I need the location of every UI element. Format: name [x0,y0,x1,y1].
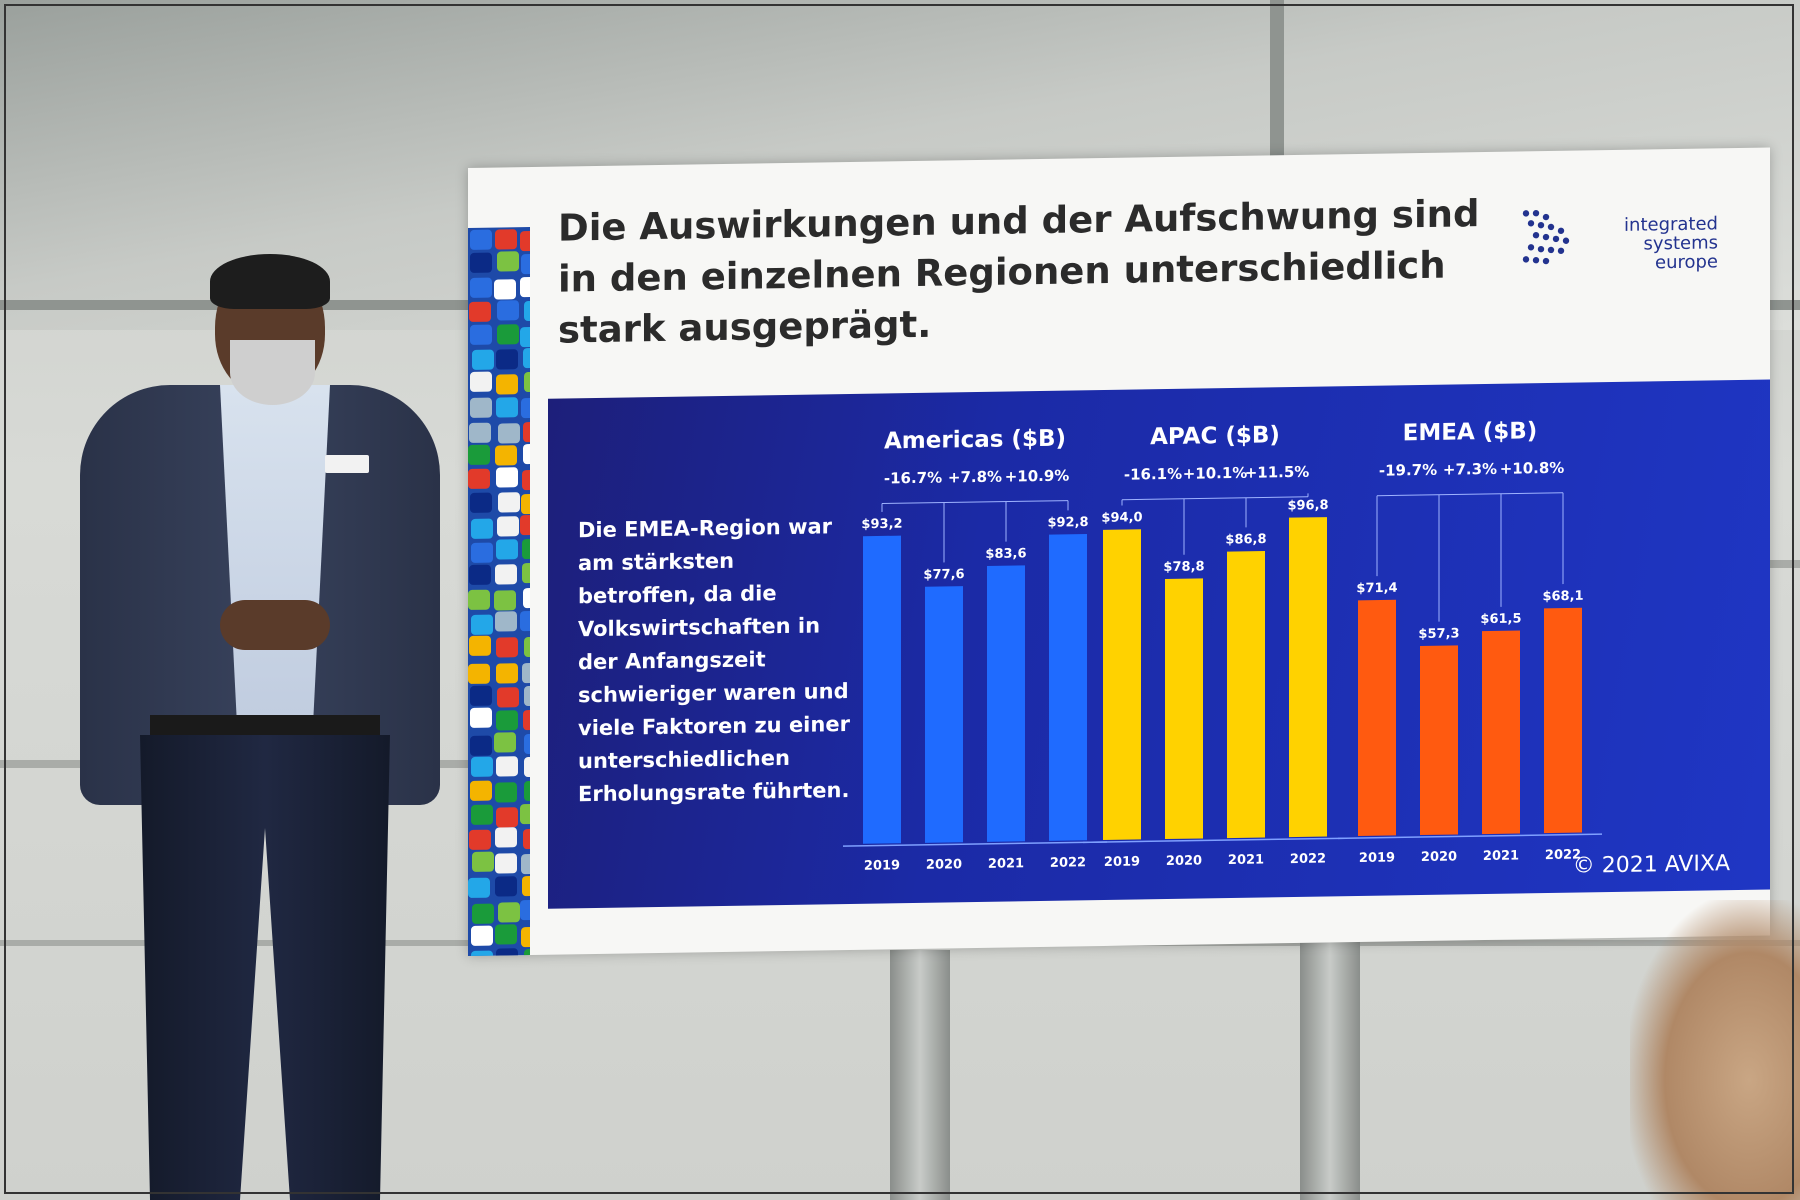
chart-title: APAC ($B) [1150,422,1280,450]
value-label: $57,3 [1418,626,1459,642]
chart-panel: Die EMEA-Region war am stärksten betroff… [548,379,1770,909]
photo-border [4,4,1794,1194]
presentation-screen: Die Auswirkungen und der Aufschwung sind… [468,147,1770,957]
bar [1482,630,1520,835]
growth-label: -16.1% [1124,465,1182,484]
speaker-hair [210,254,330,309]
bar [925,586,963,843]
growth-bracket [1122,496,1308,501]
value-label: $61,5 [1480,612,1521,628]
bar [1227,551,1265,839]
category-label: 2019 [864,858,900,874]
screen-stand-pole [890,950,950,1200]
category-label: 2020 [1166,853,1202,869]
category-label: 2022 [1050,855,1086,871]
value-label: $96,8 [1287,498,1328,514]
category-label: 2021 [1228,852,1264,868]
category-label: 2022 [1290,852,1326,868]
growth-label: +10.9% [1005,467,1070,486]
growth-label: +7.3% [1443,460,1497,479]
value-label: $93,2 [861,517,902,533]
growth-bracket [1377,492,1563,497]
bar [1544,607,1582,834]
category-label: 2021 [1483,848,1519,864]
growth-label: +10.8% [1500,459,1565,478]
value-label: $92,8 [1047,515,1088,531]
speaker-person [70,254,450,1200]
growth-label: +7.8% [948,468,1002,487]
bar [987,565,1025,842]
chart-baseline [1338,833,1602,840]
bar [1289,517,1327,838]
ise-logo [1518,200,1718,273]
bar [1420,645,1458,836]
ise-logo-dots-icon [1522,210,1570,265]
value-label: $78,8 [1163,559,1204,575]
value-label: $68,1 [1542,589,1583,605]
value-label: $94,0 [1101,510,1142,526]
speaker-belt [150,715,380,735]
speaker-hands [220,600,330,650]
name-badge [325,455,369,473]
category-label: 2020 [1421,849,1457,865]
audience-member-head [1630,900,1800,1200]
category-label: 2019 [1359,850,1395,866]
speaker-shirt [220,385,330,715]
bar [1049,534,1087,841]
value-label: $77,6 [923,567,964,583]
speaker-beard [230,340,315,405]
screen-stand-pole [1300,940,1360,1200]
chart-baseline [843,841,1107,847]
tent-beam [1270,0,1284,190]
chart-baseline [1083,837,1347,844]
regional-bar-charts: Americas ($B) -16.7% +7.8% +10.9% $93,2 2019 $… [843,418,1602,874]
bar [1165,578,1203,840]
value-label: $71,4 [1356,581,1397,597]
value-label: $86,8 [1225,532,1266,548]
chart-title: EMEA ($B) [1403,418,1538,446]
bar [863,535,901,844]
growth-label: +10.1% [1183,464,1248,483]
growth-label: -19.7% [1379,461,1437,480]
category-label: 2020 [926,857,962,873]
bar [1103,529,1141,841]
chart-title: Americas ($B) [884,426,1066,455]
category-label: 2019 [1104,854,1140,870]
category-label: 2021 [988,856,1024,872]
bar [1358,599,1396,837]
growth-label: +11.5% [1245,463,1310,482]
growth-label: -16.7% [884,469,942,488]
category-label: 2022 [1545,848,1581,864]
growth-bracket [882,500,1068,504]
value-label: $83,6 [985,546,1026,562]
